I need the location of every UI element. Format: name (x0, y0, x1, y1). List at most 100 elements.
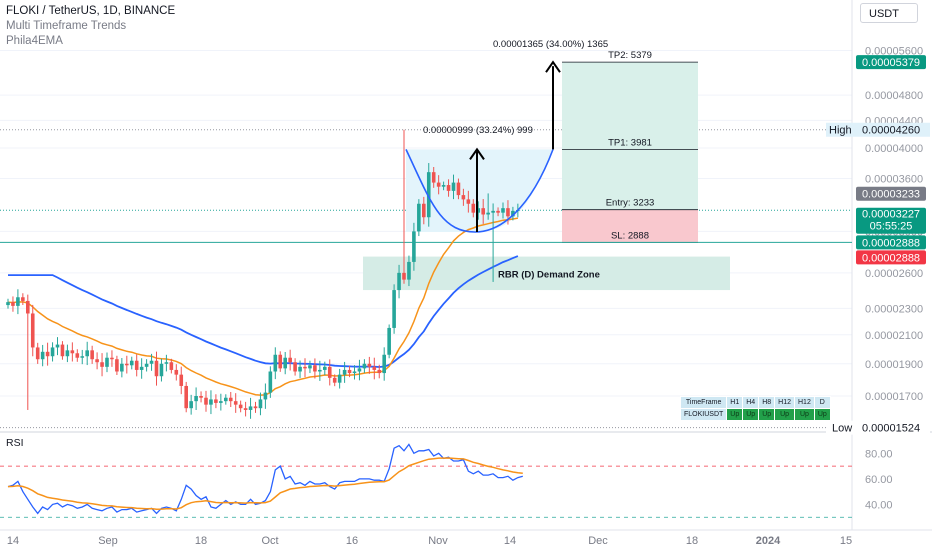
currency-selector[interactable]: USDT (860, 3, 918, 23)
high-box (826, 122, 930, 137)
candle-body (243, 408, 248, 410)
indicator-mtf-label[interactable]: Multi Timeframe Trends (6, 20, 127, 32)
rsi-ma-line (7, 457, 523, 510)
tp1-arrow-head (469, 147, 485, 160)
candle-body (446, 185, 451, 191)
candles (6, 129, 520, 419)
candle-body (85, 350, 89, 357)
candle-body (100, 362, 104, 367)
candle-body (253, 406, 258, 409)
candle-body (357, 368, 362, 372)
tp1-arrow-label: 0.00000999 (33.24%) 999 (423, 125, 533, 136)
rsi-tick: 60.00 (865, 474, 893, 486)
candle-body (506, 208, 510, 217)
ema-slow-line (8, 255, 519, 368)
candle-body (125, 363, 129, 366)
price-tick: 0.00001700 (865, 391, 923, 403)
candle-body (362, 363, 367, 369)
candle-body (219, 401, 223, 403)
tf-trend-h1: Up (726, 408, 744, 421)
candle-body (228, 397, 233, 402)
candle-body (417, 203, 421, 232)
indicator-ema-label[interactable]: Phila4EMA (6, 35, 63, 47)
candle-body (337, 374, 342, 383)
candle-body (238, 404, 243, 409)
candle-body (144, 363, 149, 367)
candle-body (382, 354, 386, 374)
tf-header-h1: H1 (726, 396, 744, 409)
candle-body (278, 354, 283, 369)
candle-body (273, 354, 278, 372)
low-value: 0.00001524 (862, 423, 920, 435)
candle-body (327, 366, 332, 378)
candle-body (224, 397, 228, 402)
sl-price-label-red: 0.00002888 (862, 252, 920, 264)
candle-body (6, 302, 10, 306)
time-tick: 18 (195, 535, 207, 547)
low-label: Low (832, 423, 852, 435)
candle-body (332, 377, 337, 383)
candle-body (149, 360, 154, 364)
candle-body (313, 365, 317, 372)
candle-body (75, 353, 80, 358)
candle-body (293, 362, 297, 372)
candle-body (95, 359, 99, 363)
candle-body (456, 182, 461, 196)
candle-body (110, 357, 114, 360)
tf-header-h12a: H12 (774, 396, 795, 409)
candle-body (184, 385, 188, 409)
price-tick: 0.00003600 (865, 174, 923, 186)
tp2-arrow-head (545, 60, 561, 73)
candle-body (55, 344, 60, 348)
tf-trend-h4: Up (742, 408, 760, 421)
candle-body (303, 366, 307, 369)
candle-body (412, 231, 416, 262)
price-tick: 0.00005600 (865, 45, 923, 57)
candle-body (139, 366, 144, 370)
candle-body (11, 302, 15, 306)
candle-body (431, 172, 436, 183)
candle-body (199, 396, 203, 398)
annotations: 0.00001365 (34.00%) 1365 0.00000999 (33.2… (405, 39, 655, 280)
last-price-box (856, 207, 926, 234)
tf-trend-d: Up (813, 408, 831, 421)
candle-body (323, 366, 327, 370)
candle-body (486, 212, 490, 215)
candle-body (115, 359, 119, 372)
candle-body (214, 399, 218, 403)
entry-label: Entry: 3233 (606, 198, 655, 209)
sl-price-label-green: 0.00002888 (862, 237, 920, 249)
candle-body (491, 210, 495, 213)
time-tick: 18 (686, 535, 698, 547)
tf-header-label: TimeFrame (679, 396, 728, 409)
candle-body (169, 362, 174, 370)
candle-body (194, 396, 198, 402)
candle-body (26, 300, 30, 314)
candle-body (318, 369, 322, 372)
candle-body (179, 374, 184, 386)
candle-body (174, 369, 179, 375)
candle-body (466, 199, 471, 204)
ema-lines (7, 217, 519, 396)
candle-body (352, 371, 357, 374)
symbol-title[interactable]: FLOKI / TetherUS, 1D, BINANCE (6, 5, 176, 17)
demand-zone-label: RBR (D) Demand Zone (498, 269, 600, 280)
candle-body (436, 182, 441, 187)
candle-body (283, 357, 287, 369)
low-box (826, 420, 930, 435)
candle-body (16, 297, 20, 306)
price-tick: 0.00004800 (865, 90, 923, 102)
candle-body (422, 203, 426, 218)
rsi-tick: 40.00 (865, 499, 893, 511)
candle-body (372, 366, 377, 370)
rsi-label: RSI (6, 437, 24, 449)
candle-body (129, 360, 134, 366)
sl-price-label-green-box (856, 235, 926, 250)
target-zone (562, 62, 698, 210)
candle-body (426, 172, 431, 218)
tp2-price-label-box (856, 55, 926, 70)
candle-body (377, 369, 382, 374)
tf-header-h8: H8 (758, 396, 776, 409)
projection-curve (405, 149, 554, 233)
